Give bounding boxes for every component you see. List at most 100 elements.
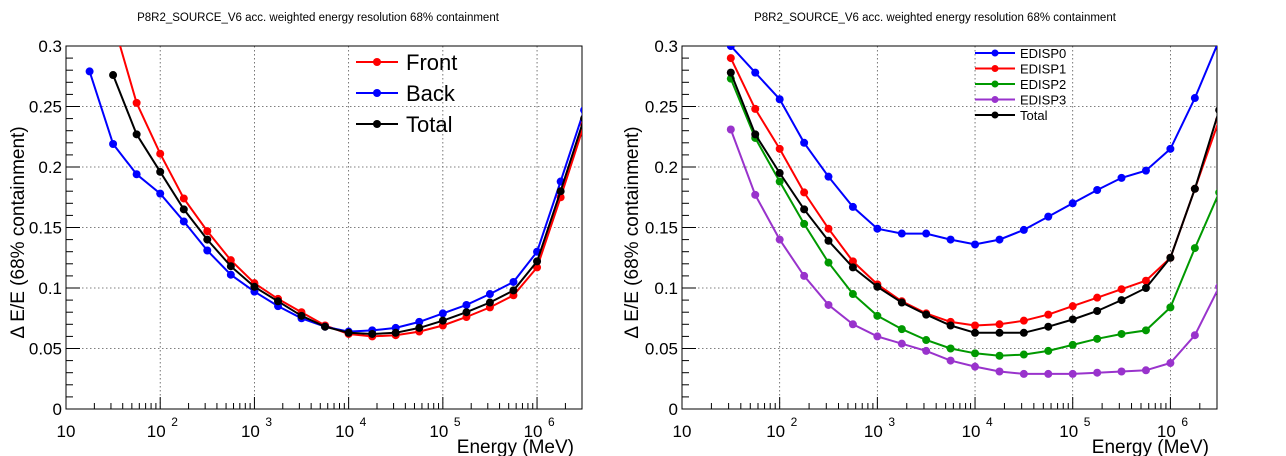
data-point-total [1215, 106, 1217, 114]
y-tick-label: 0.2 [654, 158, 678, 177]
x-tick-exponent: 6 [548, 415, 555, 429]
data-point-total [1068, 315, 1077, 324]
data-point-total [1044, 322, 1053, 331]
y-tick-label: 0.25 [29, 98, 62, 117]
data-point-edisp3 [751, 190, 760, 199]
data-point-back [85, 67, 94, 76]
data-point-edisp0 [1044, 212, 1053, 221]
x-tick-exponent: 2 [171, 415, 178, 429]
data-point-edisp3 [1093, 368, 1102, 377]
data-point-total [1093, 306, 1102, 315]
data-point-total [848, 263, 857, 272]
data-point-edisp3 [1044, 369, 1053, 378]
data-point-front [109, 18, 117, 26]
data-point-edisp3 [1141, 366, 1150, 375]
data-point-total [321, 322, 330, 331]
data-point-edisp3 [1166, 359, 1175, 368]
data-point-front [132, 98, 141, 107]
x-tick-label: 10 [1157, 422, 1176, 441]
data-point-edisp0 [1019, 225, 1028, 234]
data-point-edisp0 [1093, 185, 1102, 194]
data-point-edisp2 [1166, 303, 1175, 312]
y-tick-label: 0 [53, 400, 62, 419]
data-point-edisp3 [1117, 367, 1126, 376]
data-point-edisp1 [1117, 285, 1126, 294]
x-tick-label: 10 [524, 422, 543, 441]
legend-label: Back [406, 81, 456, 106]
legend-marker [991, 49, 999, 57]
data-point-edisp3 [1215, 283, 1217, 291]
data-point-edisp1 [800, 188, 809, 197]
data-point-edisp2 [848, 290, 857, 299]
data-point-total [438, 316, 447, 325]
data-point-edisp1 [1141, 276, 1150, 285]
x-tick-label: 10 [962, 422, 981, 441]
data-point-total [1117, 296, 1126, 305]
x-tick-label: 10 [241, 422, 260, 441]
x-tick-exponent: 4 [360, 415, 367, 429]
data-point-total [226, 262, 235, 271]
data-point-edisp1 [824, 224, 833, 233]
data-point-edisp2 [1190, 244, 1199, 253]
chart-title: P8R2_SOURCE_V6 acc. weighted energy reso… [137, 12, 500, 24]
data-point-edisp2 [971, 349, 980, 358]
data-point-total [368, 329, 377, 338]
data-point-total [922, 310, 931, 319]
data-point-edisp0 [1215, 36, 1223, 44]
data-point-edisp0 [775, 95, 784, 104]
data-point-edisp3 [800, 271, 809, 280]
data-point-back [132, 170, 141, 179]
x-axis-title: Energy (MeV) [1092, 437, 1209, 456]
data-point-edisp3 [995, 367, 1004, 376]
legend-label: EDISP1 [1020, 62, 1066, 77]
x-tick-label: 10 [429, 422, 448, 441]
data-point-back [415, 317, 424, 326]
data-point-edisp0 [971, 240, 980, 249]
data-point-edisp0 [800, 138, 809, 147]
data-point-total [415, 323, 424, 332]
data-point-total [274, 297, 283, 306]
data-point-total [995, 328, 1004, 337]
legend-marker [991, 96, 999, 103]
data-point-back [438, 309, 447, 318]
data-point-total [1141, 284, 1150, 292]
legend-marker [991, 111, 999, 119]
data-point-edisp1 [971, 321, 980, 330]
data-point-edisp2 [897, 325, 906, 334]
data-point-front [203, 227, 212, 236]
data-point-total [580, 115, 582, 122]
data-point-edisp0 [1141, 166, 1150, 175]
y-tick-label: 0.3 [38, 37, 62, 56]
legend-marker [373, 89, 381, 97]
x-tick-exponent: 4 [986, 415, 993, 429]
data-point-total [751, 130, 760, 139]
data-point-edisp1 [1093, 293, 1102, 302]
data-point-total [485, 298, 494, 307]
data-point-front [156, 149, 165, 158]
data-point-edisp0 [946, 235, 955, 244]
data-point-total [873, 282, 882, 291]
data-point-edisp2 [800, 219, 809, 228]
data-point-edisp2 [1117, 329, 1126, 338]
data-point-edisp3 [726, 125, 735, 134]
data-point-edisp0 [873, 224, 882, 233]
x-axis-title: Energy (MeV) [457, 437, 574, 456]
series-layer [726, 36, 1223, 378]
y-axis-title: Δ E/E (68% containment) [8, 126, 29, 338]
x-tick-exponent: 3 [888, 415, 895, 429]
y-tick-label: 0.15 [29, 219, 62, 238]
data-point-edisp3 [897, 339, 906, 348]
legend-label: EDISP0 [1020, 46, 1066, 61]
data-point-edisp3 [922, 346, 931, 355]
data-point-edisp3 [1019, 369, 1028, 378]
data-point-back [509, 277, 518, 286]
data-point-back [462, 300, 471, 309]
data-point-edisp1 [751, 104, 760, 113]
data-point-edisp0 [726, 46, 735, 50]
y-tick-label: 0.3 [654, 37, 678, 56]
data-point-total [203, 235, 212, 244]
data-point-back [203, 246, 212, 255]
legend: Front Back Total [356, 50, 457, 137]
